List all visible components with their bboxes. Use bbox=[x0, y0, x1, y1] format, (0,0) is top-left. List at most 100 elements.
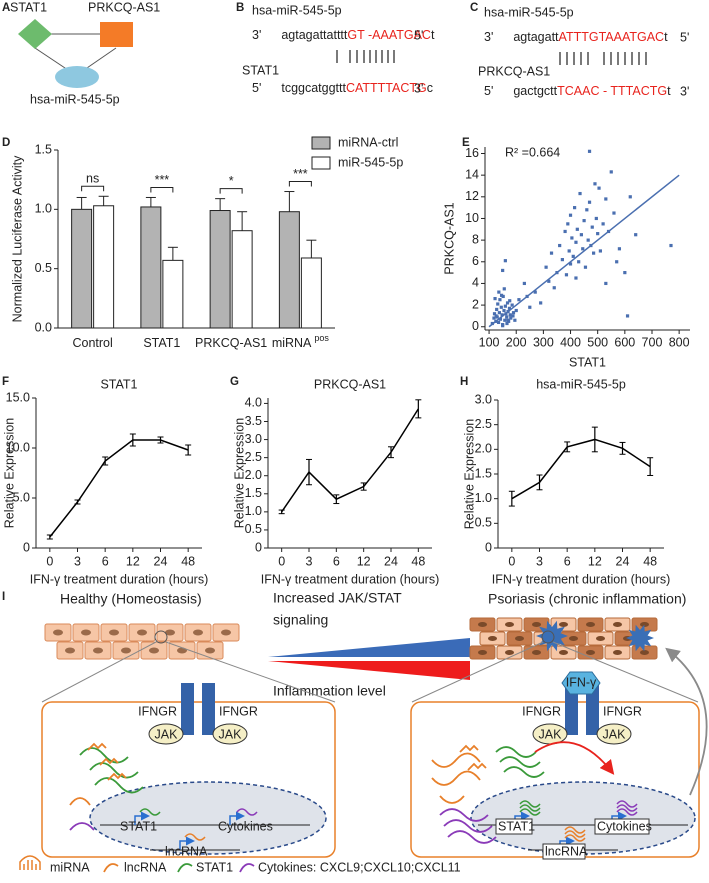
x-tick-label: 12 bbox=[588, 554, 602, 568]
point bbox=[567, 249, 571, 253]
point bbox=[596, 232, 600, 236]
seq-plain: gactgctt bbox=[513, 84, 557, 98]
point bbox=[669, 243, 673, 248]
x-tick-label: 0 bbox=[278, 554, 285, 568]
cell-nucleus bbox=[569, 636, 578, 641]
bar bbox=[300, 257, 322, 329]
cell-nucleus bbox=[640, 650, 649, 655]
mirna-name: hsa-miR-545-5p bbox=[252, 3, 342, 17]
node-prkcq bbox=[100, 22, 133, 47]
x-tick-label: 500 bbox=[587, 335, 608, 349]
point bbox=[583, 265, 588, 269]
y-tick-label: 16 bbox=[465, 146, 479, 160]
cell-nucleus bbox=[505, 622, 514, 627]
x-tick-label: 200 bbox=[506, 335, 527, 349]
zoom-line bbox=[165, 641, 336, 703]
gradient-label: Inflammation level bbox=[273, 683, 386, 699]
jak-label: JAK bbox=[219, 727, 243, 741]
gene-box bbox=[542, 843, 586, 860]
target-name: PRKCQ-AS1 bbox=[478, 64, 550, 78]
point bbox=[586, 238, 590, 242]
y-tick-label: 10.0 bbox=[6, 440, 30, 454]
edge bbox=[34, 47, 69, 71]
y-tick-label: 4.0 bbox=[245, 396, 262, 410]
seq-plain: t bbox=[664, 30, 668, 44]
legend-label: STAT1 bbox=[196, 860, 233, 874]
y-tick-label: 0 bbox=[472, 319, 479, 333]
significance-label: *** bbox=[155, 173, 170, 187]
point bbox=[539, 301, 543, 305]
panel-label: G bbox=[230, 376, 239, 388]
cell-nucleus bbox=[515, 636, 524, 641]
prime: 5' bbox=[414, 28, 423, 42]
legend-label: miR-545-5p bbox=[338, 155, 403, 169]
x-tick-label: 3 bbox=[306, 554, 313, 568]
legend-icon bbox=[103, 863, 119, 873]
node-label: hsa-miR-545-5p bbox=[30, 92, 120, 106]
receptor bbox=[565, 683, 578, 735]
trend-line bbox=[488, 174, 680, 328]
point bbox=[502, 308, 506, 313]
ligand bbox=[561, 671, 601, 695]
point bbox=[615, 260, 619, 264]
point bbox=[558, 243, 562, 248]
cell-nucleus bbox=[586, 650, 595, 655]
jak-label: JAK bbox=[603, 727, 627, 741]
panel-label: E bbox=[462, 137, 470, 149]
y-axis-title: Relative Expression bbox=[2, 418, 16, 529]
node-label: STAT1 bbox=[10, 0, 47, 14]
point bbox=[544, 265, 548, 269]
significance-label: * bbox=[229, 174, 234, 188]
point bbox=[503, 318, 507, 322]
x-axis-title: STAT1 bbox=[569, 355, 606, 369]
point bbox=[547, 279, 551, 283]
point bbox=[612, 211, 616, 215]
point bbox=[499, 305, 503, 309]
x-tick-label: miRNA pos bbox=[272, 333, 330, 350]
bar bbox=[140, 206, 162, 329]
panel-label: F bbox=[2, 376, 9, 388]
nucleus bbox=[89, 781, 327, 855]
x-tick-label: 12 bbox=[357, 554, 371, 568]
seq-plain: t bbox=[667, 84, 671, 98]
point bbox=[501, 324, 505, 328]
point bbox=[590, 225, 594, 229]
arrow bbox=[665, 647, 708, 796]
cell-nucleus bbox=[532, 622, 541, 627]
y-tick-label: 2.5 bbox=[475, 417, 492, 431]
point bbox=[573, 206, 577, 210]
point bbox=[564, 273, 569, 277]
y-tick-label: 14 bbox=[465, 167, 479, 181]
point bbox=[571, 254, 575, 258]
significance-bracket bbox=[81, 185, 105, 192]
cell-nucleus bbox=[488, 636, 497, 641]
point bbox=[494, 314, 498, 318]
point bbox=[510, 303, 514, 307]
point bbox=[511, 314, 515, 318]
point bbox=[563, 229, 567, 234]
y-tick-label: 0.5 bbox=[475, 516, 492, 530]
point bbox=[501, 294, 505, 299]
cell-nucleus bbox=[532, 650, 541, 655]
point bbox=[508, 313, 512, 317]
chart-title: PRKCQ-AS1 bbox=[314, 377, 386, 391]
y-tick-label: 1.5 bbox=[245, 486, 262, 500]
y-tick-label: 3.0 bbox=[475, 392, 492, 406]
gene-box bbox=[495, 818, 533, 835]
x-tick-label: 100 bbox=[479, 335, 500, 349]
point bbox=[585, 208, 589, 212]
panel-label: H bbox=[460, 376, 468, 388]
legend-label: miRNA bbox=[50, 860, 90, 874]
seq-plain: t bbox=[431, 28, 435, 42]
y-tick-label: 0.5 bbox=[35, 261, 52, 275]
x-tick-label: 600 bbox=[614, 335, 635, 349]
seq-plain: agtagatt bbox=[513, 30, 559, 44]
gradient-blue bbox=[268, 638, 470, 657]
x-tick-label: 24 bbox=[384, 554, 398, 568]
x-tick-label: 3 bbox=[536, 554, 543, 568]
sequence: 3' agtagattATTTGTAAATGACt bbox=[484, 30, 668, 44]
bar bbox=[209, 210, 231, 329]
x-axis-title: IFN-γ treatment duration (hours) bbox=[261, 572, 440, 586]
point bbox=[497, 311, 501, 315]
